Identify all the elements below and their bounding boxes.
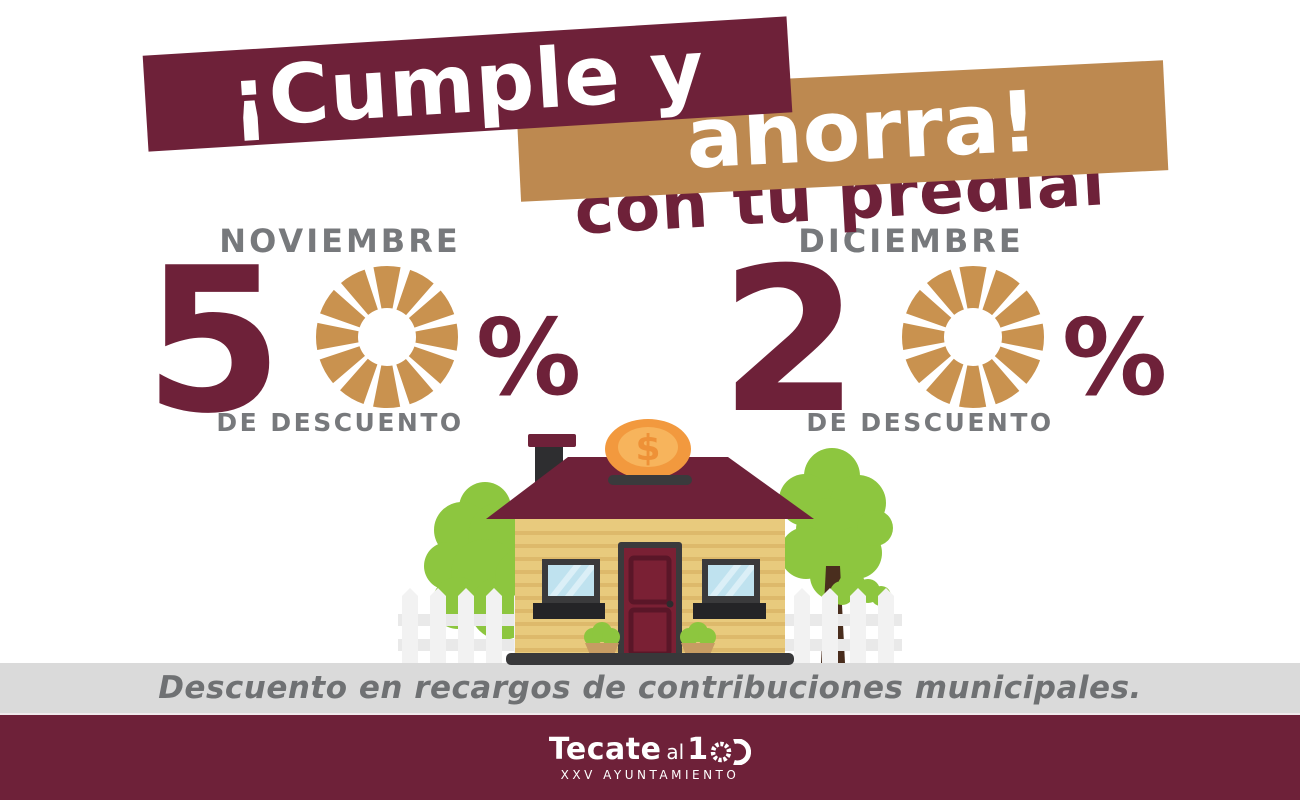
offer-caption: DE DESCUENTO: [806, 408, 1054, 437]
offer-digit-5: 5: [144, 225, 284, 458]
logo-ring-zero-icon: [710, 741, 732, 762]
roof: [486, 457, 814, 519]
coin-dollar-symbol: $: [635, 428, 660, 469]
offer-digit-2: 2: [720, 225, 860, 458]
offer-month-noviembre: NOVIEMBRE: [219, 222, 461, 260]
footer-note: Descuento en recargos de contribuciones …: [158, 670, 1142, 706]
window-right: [693, 559, 766, 619]
tecate-al-100-logo: Tecate al 1: [548, 732, 752, 767]
offer-caption: DE DESCUENTO: [216, 408, 464, 437]
window-left: [533, 559, 605, 619]
coin-slot: [608, 475, 692, 485]
ring-zero-icon: [902, 266, 1044, 408]
house-step: [506, 653, 794, 665]
door-knob: [666, 600, 674, 608]
coin-icon: $: [605, 419, 691, 479]
percent-sign: %: [1062, 297, 1168, 419]
door: [618, 542, 682, 661]
ring-zero-icon: [316, 266, 458, 408]
logo-subtitle: XXV AYUNTAMIENTO: [560, 768, 740, 782]
percent-sign: %: [476, 297, 582, 419]
logo-one-digit: 1: [687, 732, 709, 767]
logo-al-text: al: [666, 740, 685, 764]
offer-month-diciembre: DICIEMBRE: [798, 222, 1024, 260]
logo-arc-zero-icon: [733, 738, 752, 765]
house-piggy-bank-illustration: $: [398, 419, 902, 665]
ground-band: Descuento en recargos de contribuciones …: [0, 663, 1300, 713]
footer-bar: Tecate al 1 XXV AYUNTAMIENTO: [0, 713, 1300, 800]
logo-brand-text: Tecate: [548, 732, 662, 767]
